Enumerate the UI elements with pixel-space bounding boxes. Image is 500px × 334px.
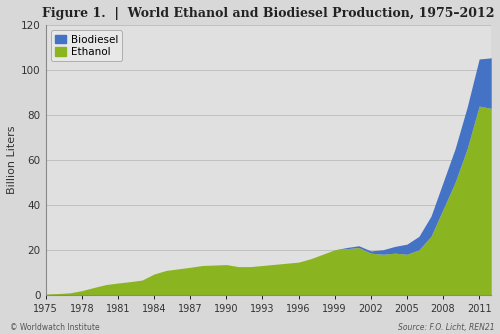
Text: © Worldwatch Institute: © Worldwatch Institute xyxy=(10,323,100,332)
Y-axis label: Billion Liters: Billion Liters xyxy=(7,126,17,194)
Title: Figure 1.  |  World Ethanol and Biodiesel Production, 1975–2012: Figure 1. | World Ethanol and Biodiesel … xyxy=(42,7,494,20)
Text: Source: F.O. Licht, REN21: Source: F.O. Licht, REN21 xyxy=(398,323,495,332)
Legend: Biodiesel, Ethanol: Biodiesel, Ethanol xyxy=(51,30,123,61)
